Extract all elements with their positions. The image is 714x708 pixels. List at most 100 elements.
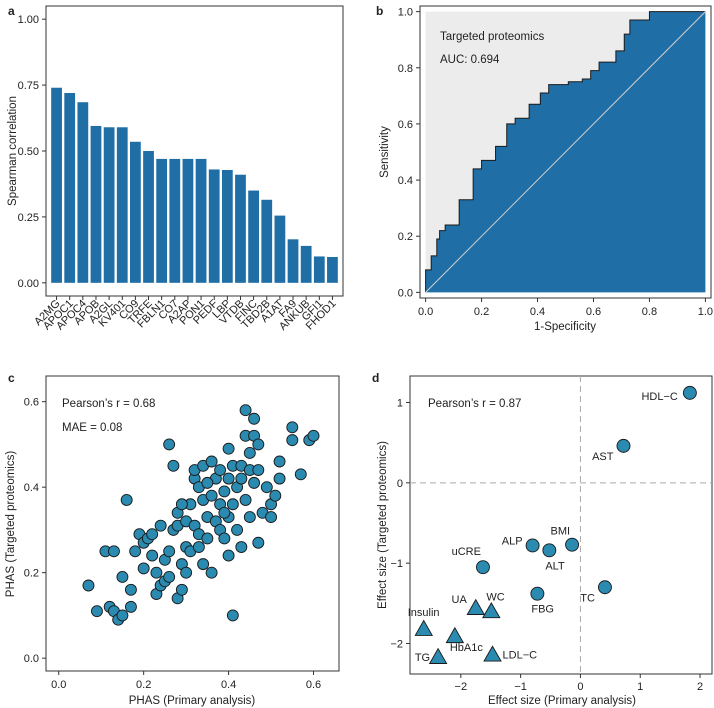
bar-a1at — [274, 215, 286, 283]
bar-a2gl — [103, 127, 115, 283]
scatter-point — [243, 447, 256, 459]
bar-fhod1 — [327, 256, 338, 283]
chart-b-xtick-label: 0.0 — [418, 306, 433, 318]
point-ucre — [476, 560, 490, 575]
scatter-point — [163, 570, 176, 583]
scatter-point — [107, 545, 120, 558]
bar-vtdb — [235, 174, 246, 283]
bar-apoc1 — [64, 93, 76, 283]
scatter-point — [192, 541, 205, 553]
point-label-hdl-c: HDL−C — [641, 391, 677, 403]
scatter-point — [226, 609, 239, 622]
panel-label-d: d — [372, 371, 379, 385]
panel-label-a: a — [8, 4, 15, 18]
bar-ankub — [300, 245, 312, 283]
chart-c-ytick-label: 0.6 — [24, 397, 39, 409]
point-label-alt: ALT — [545, 560, 565, 572]
bar-co9 — [130, 141, 141, 283]
scatter-point — [91, 605, 103, 618]
scatter-point — [273, 472, 286, 485]
roc-auc-label: AUC: 0.694 — [440, 54, 500, 66]
chart-c-xtick-label: 0.2 — [136, 679, 151, 691]
chart-b-ytick-label: 1.0 — [398, 7, 413, 19]
bar-tbd2b — [261, 199, 273, 283]
scatter-point — [180, 566, 193, 579]
chart-a-ylabel: Spearman correlation — [7, 96, 19, 206]
chart-b-xlabel: 1-Specificity — [534, 321, 596, 333]
point-insulin — [414, 619, 434, 636]
bar-fbln1 — [156, 158, 168, 283]
scatter-point — [167, 459, 180, 472]
point-label-tc: TC — [580, 592, 595, 604]
chart-c-xtick-label: 0.0 — [51, 679, 66, 691]
scatter-point — [243, 511, 256, 524]
scatter-point — [260, 481, 273, 494]
chart-c-ytick-label: 0.0 — [24, 653, 39, 665]
scatter-point — [163, 438, 176, 451]
point-label-ucre: uCRE — [452, 546, 481, 558]
scatter-point — [307, 429, 320, 442]
scatter-point — [226, 498, 239, 511]
chart-b-ytick-label: 0.2 — [398, 231, 413, 243]
chart-b-ylabel: Sensitivity — [379, 126, 391, 178]
scatter-point — [214, 464, 227, 477]
point-label-ast: AST — [592, 451, 614, 463]
chart-d-xtick-label: 0 — [577, 681, 583, 693]
scatter-point — [146, 549, 159, 562]
scatter-point — [235, 541, 248, 553]
chart-d-xtick-label: −1 — [514, 681, 527, 693]
chart-b-xtick-label: 0.4 — [530, 306, 545, 318]
scatter-point — [129, 545, 142, 558]
chart-b-xtick-label: 1.0 — [698, 306, 713, 318]
bar-kv401 — [116, 127, 128, 283]
chart-d-xlabel: Effect size (Primary analysis) — [488, 695, 636, 707]
roc-diagonal-line — [425, 11, 706, 293]
point-label-bmi: BMI — [551, 526, 571, 538]
scatter-point — [116, 570, 129, 583]
chart-d-ytick-label: −2 — [390, 638, 403, 650]
chart-c-xtick-label: 0.6 — [306, 679, 321, 691]
scatter-point — [286, 421, 299, 434]
chart-a-ytick-label: 1.00 — [18, 14, 39, 26]
bar-pedf — [208, 169, 220, 283]
chart-b-ytick-label: 0.8 — [398, 63, 413, 75]
scatter-point — [201, 532, 214, 545]
chart-a-ytick-label: 0.25 — [18, 212, 39, 224]
point-label-wc: WC — [486, 591, 504, 603]
point-alp — [525, 538, 540, 553]
chart-d-xtick-label: 1 — [637, 681, 643, 693]
point-ast — [616, 438, 631, 453]
chart-d-ytick-label: 0 — [397, 478, 403, 490]
scatter-point — [116, 609, 129, 622]
bar-apoc4 — [77, 102, 89, 283]
point-tc — [598, 580, 612, 595]
point-bmi — [565, 537, 580, 552]
chart-c-ylabel: PHAS (Targeted proteomics) — [5, 451, 17, 598]
roc-curve-line — [425, 11, 706, 293]
bar-a2ap — [182, 158, 194, 283]
scatter-point — [248, 476, 261, 489]
scatter-point — [248, 412, 261, 425]
point-label-hba1c: HbA1c — [450, 642, 484, 654]
chart-a-ytick-label: 0.00 — [18, 278, 39, 290]
bar-apob — [90, 125, 102, 283]
panel-label-b: b — [376, 4, 383, 18]
scatter-point — [252, 464, 265, 477]
scatter-point — [201, 476, 214, 489]
scatter-point — [222, 472, 235, 485]
point-ldl-c — [483, 645, 502, 662]
scatter-point — [205, 566, 218, 579]
chart-c-scatter: 0.0 0.2 0.4 0.6 0.0 0.2 0.4 0.6 Pearson’s r = … — [5, 375, 340, 707]
point-label-insulin: Insulin — [408, 607, 440, 619]
chart-b-xtick-label: 0.8 — [642, 306, 657, 318]
chart-c-ytick-label: 0.2 — [24, 568, 39, 580]
chart-a-ytick-label: 0.50 — [18, 146, 39, 158]
chart-d-frame — [409, 375, 713, 675]
chart-c-mae-label: MAE = 0.08 — [62, 422, 122, 434]
chart-d-xtick-label: −2 — [455, 681, 468, 693]
point-alt — [542, 543, 557, 558]
chart-d-xtick-label: 2 — [697, 681, 703, 693]
chart-c-pearson-label: Pearson’s r = 0.68 — [62, 398, 155, 410]
point-fbg — [530, 586, 545, 601]
bar-fa9 — [287, 239, 299, 283]
